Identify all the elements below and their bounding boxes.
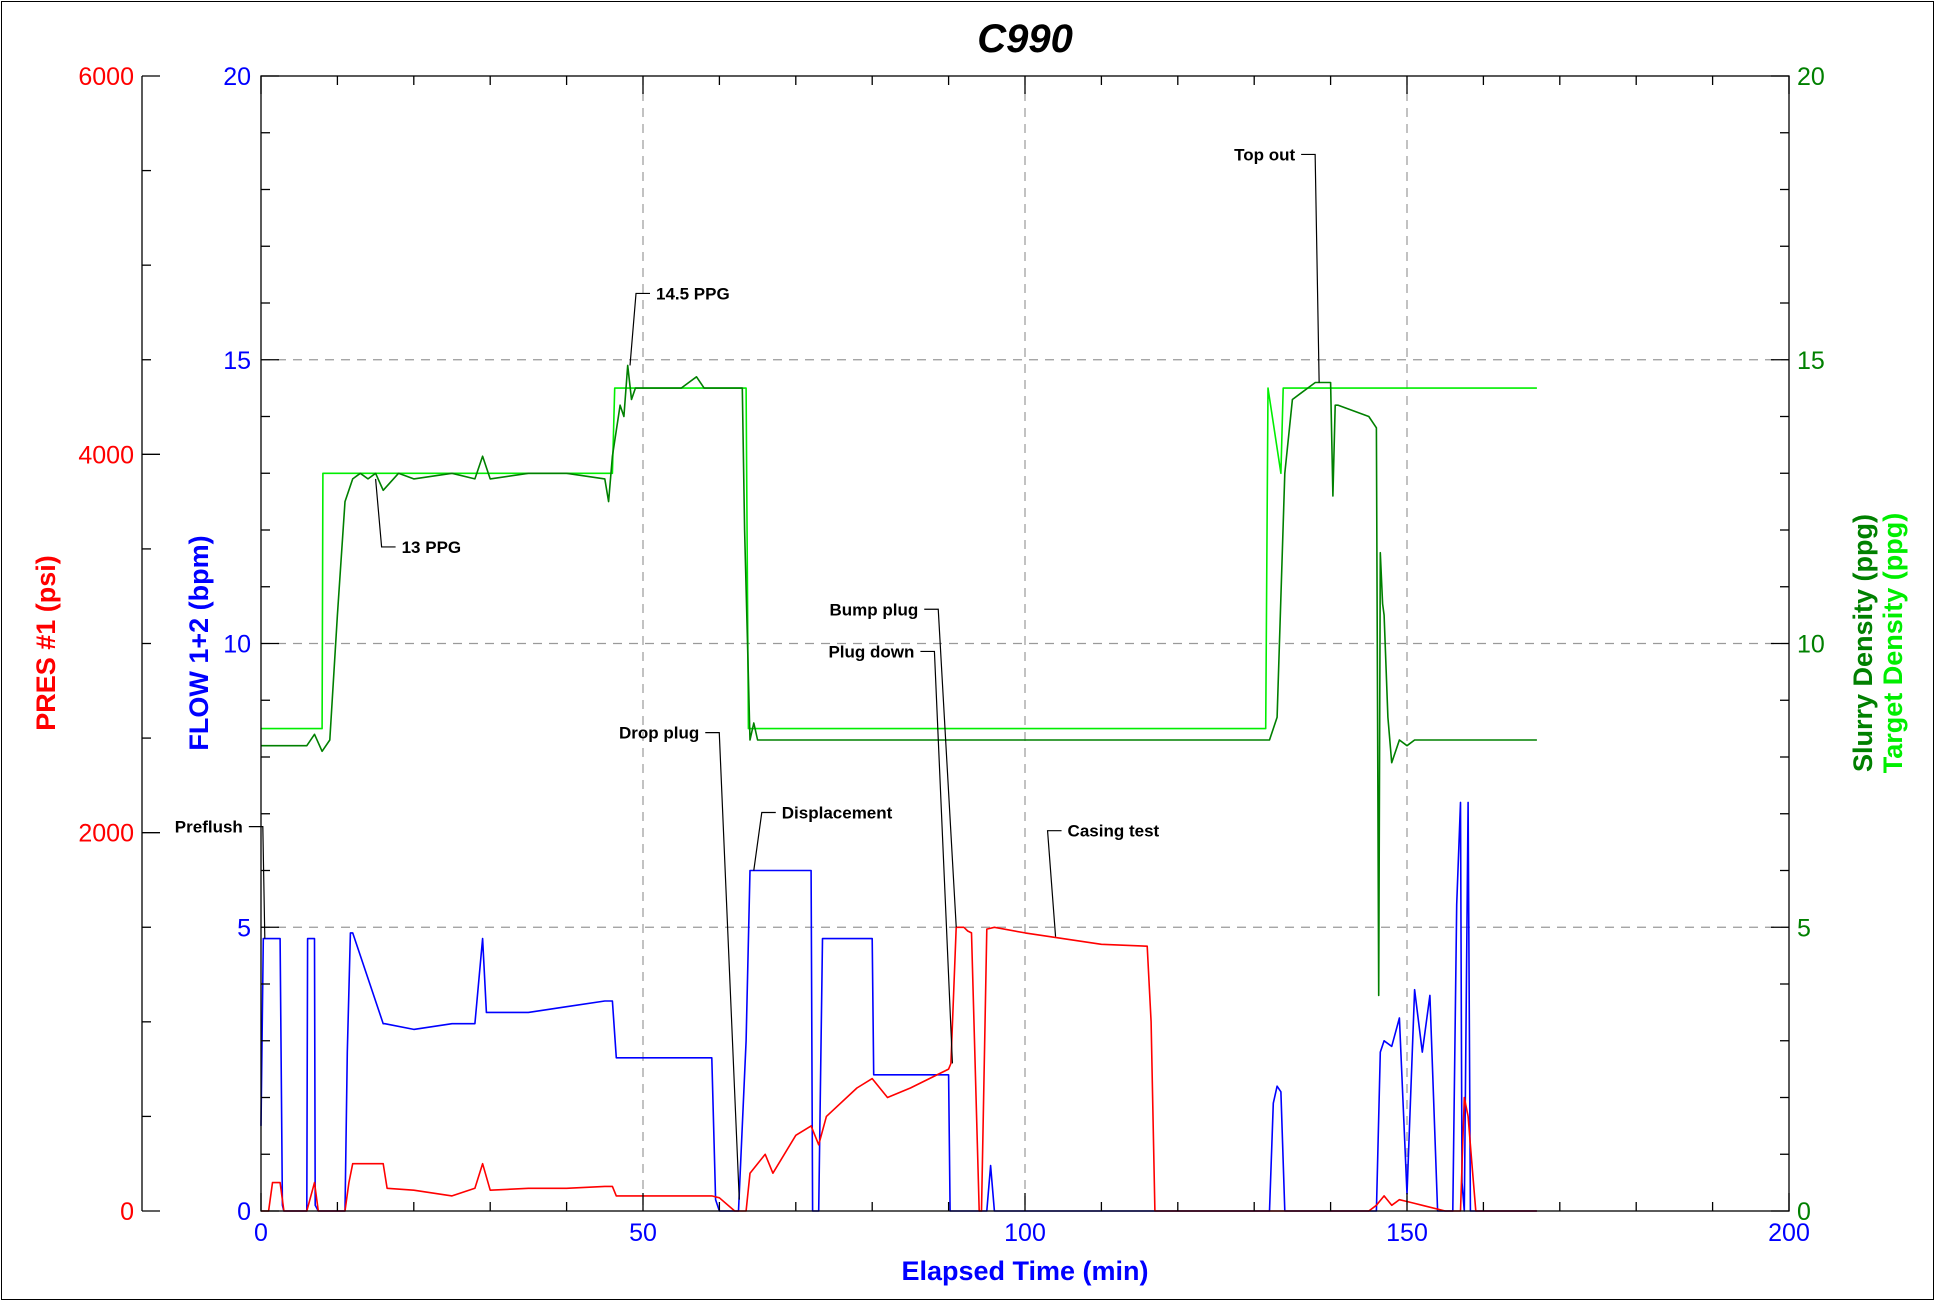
annotation-leader bbox=[753, 811, 776, 871]
target-density-axis-label: Target Density (ppg) bbox=[1878, 513, 1908, 774]
density-tick-label: 20 bbox=[1797, 63, 1825, 91]
flow-tick-label: 5 bbox=[237, 914, 251, 942]
annotation-label: Bump plug bbox=[829, 600, 918, 619]
flow-tick-label: 15 bbox=[223, 347, 251, 375]
annotation-label: Displacement bbox=[782, 804, 893, 823]
annotation-leader bbox=[1301, 153, 1320, 383]
pressure-tick-label: 0 bbox=[120, 1198, 134, 1226]
pressure-tick-label: 6000 bbox=[78, 63, 134, 91]
annotation-leader bbox=[920, 650, 954, 1064]
x-tick-label: 0 bbox=[254, 1219, 268, 1247]
annotation-leader bbox=[705, 732, 740, 1200]
annotation-label: Preflush bbox=[175, 818, 243, 837]
annotation-leader bbox=[629, 292, 651, 366]
density-tick-label: 15 bbox=[1797, 347, 1825, 375]
annotation-label: Casing test bbox=[1068, 822, 1160, 841]
series-line-2 bbox=[260, 801, 1537, 1212]
annotation-label: 13 PPG bbox=[402, 538, 462, 557]
x-tick-label: 200 bbox=[1768, 1219, 1810, 1247]
axes: 0 50 100 150 2000510152002000400060000510152… bbox=[78, 63, 1824, 1247]
flow-tick-label: 10 bbox=[223, 631, 251, 659]
series-line-3 bbox=[261, 926, 1537, 1212]
density-tick-label: 5 bbox=[1797, 914, 1811, 942]
slurry-density-axis-label: Slurry Density (ppg) bbox=[1848, 514, 1878, 772]
annotation-label: Drop plug bbox=[619, 724, 699, 743]
x-tick-label: 150 bbox=[1386, 1219, 1428, 1247]
annotation-leader bbox=[375, 478, 396, 548]
x-tick-label: 100 bbox=[1004, 1219, 1046, 1247]
series-line-0 bbox=[261, 387, 1537, 730]
annotation-leader bbox=[1046, 830, 1062, 937]
flow-tick-label: 0 bbox=[237, 1198, 251, 1226]
annotation-label: 14.5 PPG bbox=[656, 284, 730, 303]
density-tick-label: 10 bbox=[1797, 631, 1825, 659]
x-tick-label: 50 bbox=[629, 1219, 657, 1247]
annotation-label: Top out bbox=[1234, 145, 1295, 164]
x-axis-label: Elapsed Time (min) bbox=[901, 1256, 1148, 1286]
series-layer bbox=[260, 364, 1537, 1212]
pressure-tick-label: 4000 bbox=[78, 441, 134, 469]
chart-title: C990 bbox=[977, 17, 1073, 61]
grid-lines bbox=[261, 76, 1789, 1211]
annotation-leader bbox=[248, 826, 266, 939]
flow-tick-label: 20 bbox=[223, 63, 251, 91]
flow-axis-label: FLOW 1+2 (bpm) bbox=[184, 535, 214, 750]
pressure-axis-label: PRES #1 (psi) bbox=[31, 555, 61, 731]
annotations: Preflush 13 PPG 14.5 PPG Drop plug Displacem… bbox=[175, 145, 1320, 1200]
annotation-label: Plug down bbox=[828, 642, 914, 661]
pressure-tick-label: 2000 bbox=[78, 820, 134, 848]
density-tick-label: 0 bbox=[1797, 1198, 1811, 1226]
series-line-1 bbox=[261, 364, 1537, 997]
annotation-leader bbox=[924, 608, 957, 928]
